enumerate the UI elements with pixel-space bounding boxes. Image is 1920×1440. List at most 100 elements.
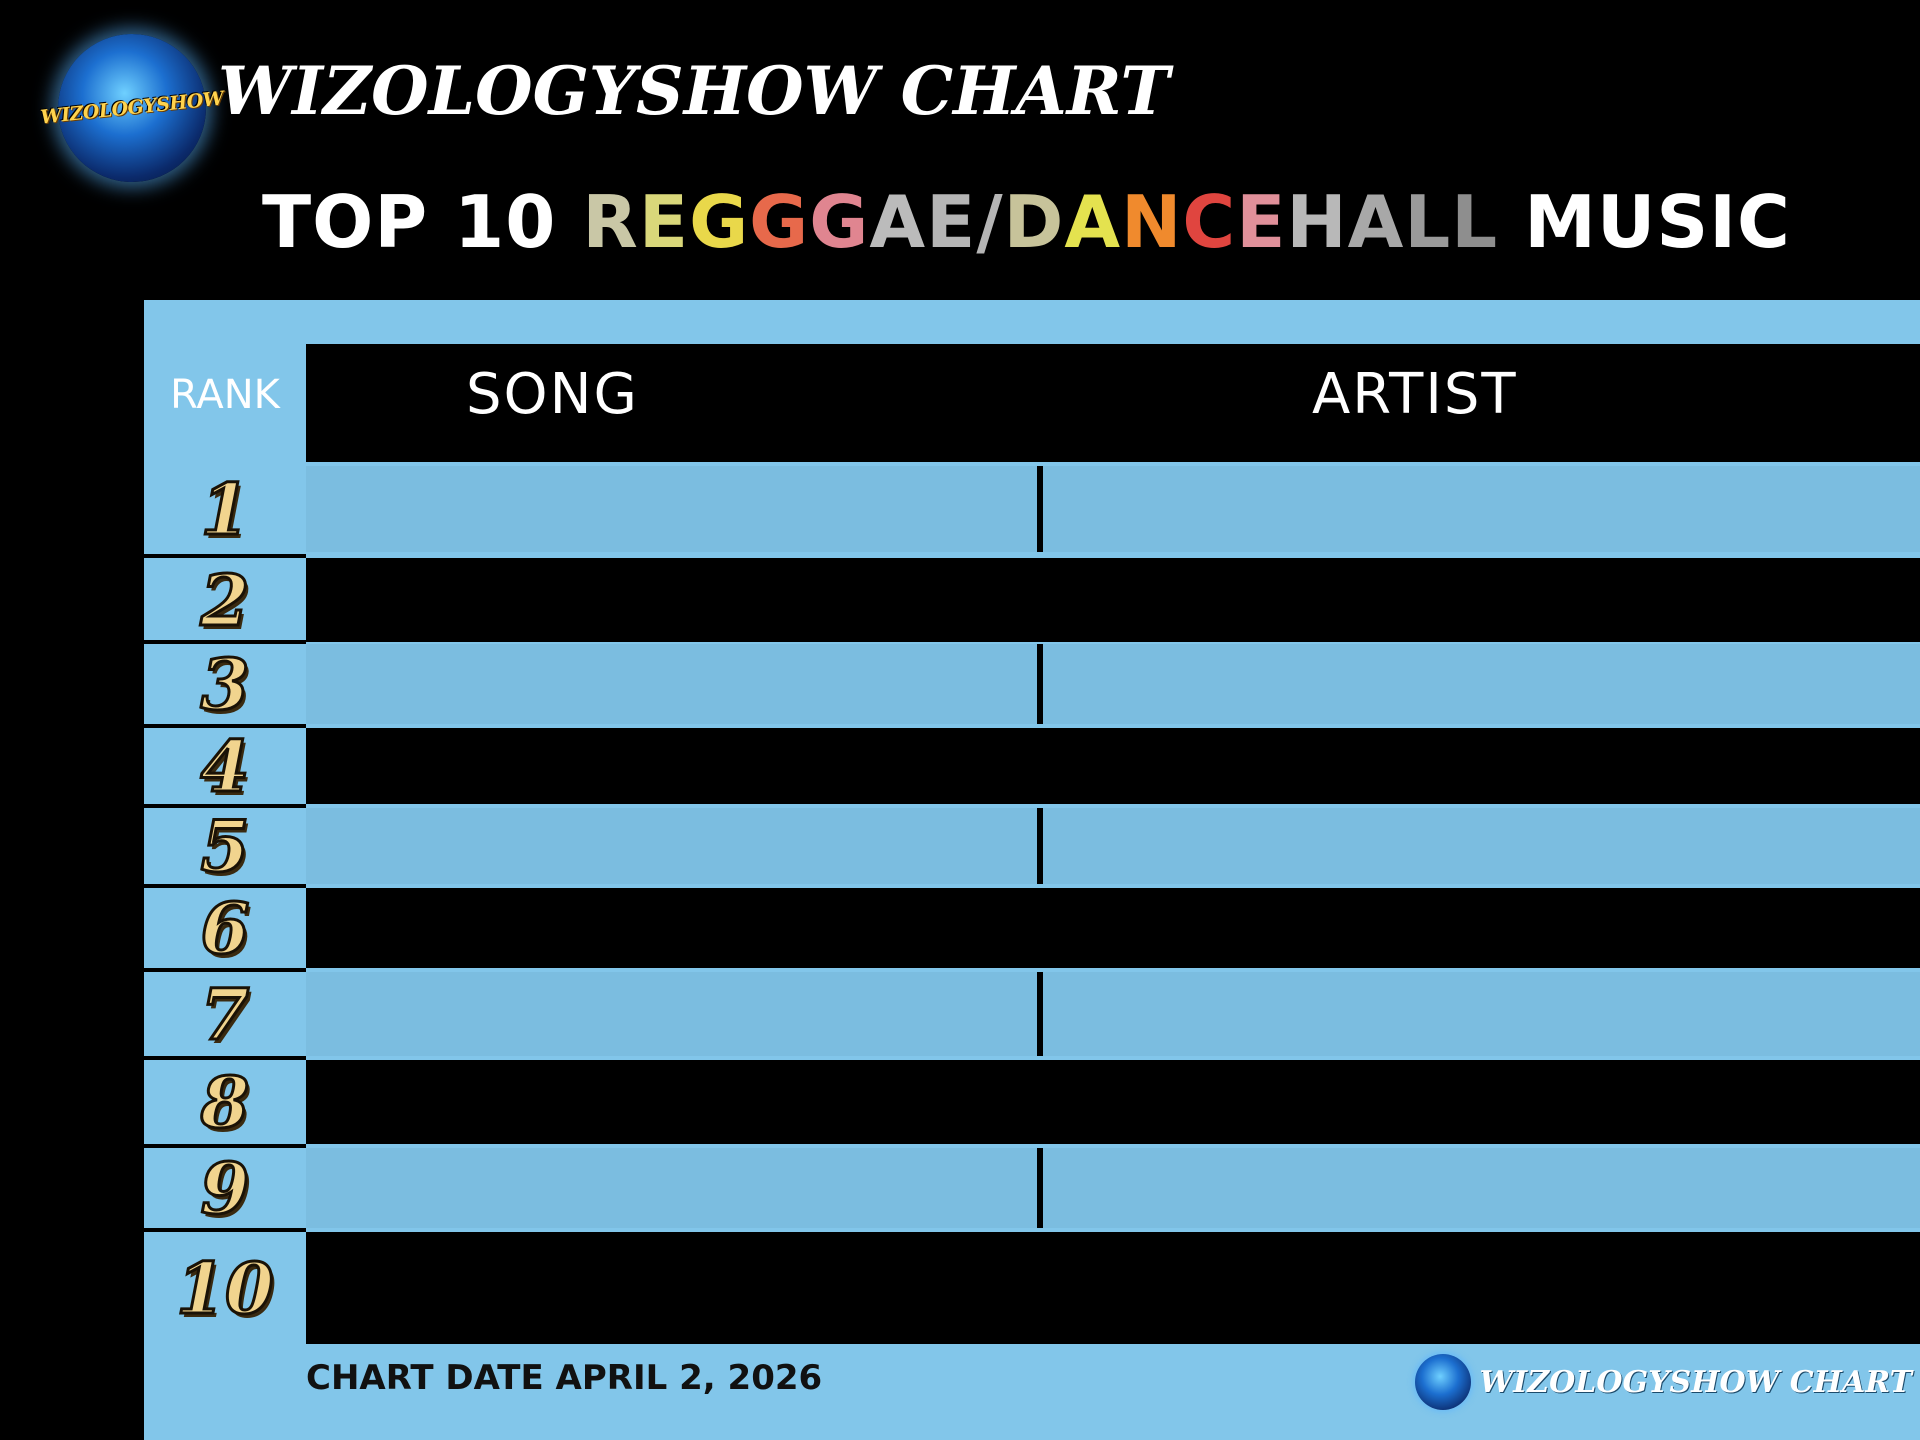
artist-cell [1043,558,1920,642]
rank-cell: 3 [144,641,306,727]
column-separator [1037,1232,1043,1344]
song-cell [306,558,1037,642]
artist-cell [1043,1148,1920,1228]
column-separator [1037,466,1043,552]
genre-letter: G [689,180,750,264]
brand-logo: WIZOLOGYSHOW [39,34,225,182]
rank-divider [144,724,306,728]
rank-number: 3 [199,641,251,727]
artist-cell [1043,808,1920,884]
column-separator [1037,728,1043,804]
artist-cell [1043,1232,1920,1344]
table-row: 1 [144,466,1920,552]
artist-cell [1043,888,1920,968]
table-row: 5 [144,803,1920,889]
table-row: 8 [144,1056,1920,1145]
song-cell [306,1232,1037,1344]
rank-divider [144,1056,306,1060]
logo-text: WIZOLOGYSHOW [39,87,225,129]
genre-letter: G [749,180,810,264]
chart-date: CHART DATE APRIL 2, 2026 [306,1358,823,1398]
song-cell [306,808,1037,884]
table-row: 7 [144,968,1920,1057]
genre-letter: L [1404,180,1452,264]
artist-cell [1043,1060,1920,1144]
rank-cell: 6 [144,885,306,971]
artist-cell [1043,972,1920,1056]
footer-brand: WIZOLOGYSHOW CHART [1415,1354,1912,1410]
rank-cell: 10 [144,1232,306,1344]
genre-letter: / [976,180,1004,264]
table-row: 9 [144,1144,1920,1231]
column-separator [1037,1148,1043,1228]
genre-letter: E [638,180,690,264]
genre-letter: A [1064,180,1122,264]
page-title: WIZOLOGYSHOW CHART [218,52,1170,130]
subtitle-genre: REGGGAE/DANCEHALL [582,180,1498,264]
rank-cell: 1 [144,466,306,552]
column-separator [1037,972,1043,1056]
song-column-header: SONG [466,362,639,427]
rank-divider [144,640,306,644]
rank-number: 10 [175,1245,275,1331]
rank-divider [144,804,306,808]
song-cell [306,1148,1037,1228]
rank-column-header: RANK [170,372,280,418]
artist-cell [1043,644,1920,724]
song-cell [306,1060,1037,1144]
table-row: 6 [144,884,1920,971]
rank-divider [144,884,306,888]
column-separator [1037,558,1043,642]
rank-cell: 2 [144,557,306,643]
rank-number: 6 [199,885,251,971]
table-row: 4 [144,723,1920,809]
song-cell [306,972,1037,1056]
rank-number: 5 [199,803,251,889]
rank-number: 2 [199,557,251,643]
column-separator [1037,644,1043,724]
chart-board: RANK SONG ARTIST 1 2 3 4 5 6 7 8 9 10 CHART DATE … [144,300,1920,1440]
rank-cell: 7 [144,971,306,1057]
rank-divider [144,1144,306,1148]
artist-cell [1043,466,1920,552]
table-row: 2 [144,554,1920,643]
chart-subtitle: TOP 10 REGGGAE/DANCEHALL MUSIC [262,180,1791,264]
genre-letter: H [1286,180,1348,264]
table-row: 3 [144,640,1920,727]
song-cell [306,466,1037,552]
artist-column-header: ARTIST [1312,362,1518,427]
table-header-row [306,344,1920,462]
genre-letter: E [1236,180,1287,264]
rank-cell: 9 [144,1145,306,1231]
rank-number: 8 [199,1059,251,1145]
genre-letter: G [809,180,870,264]
rank-cell: 4 [144,723,306,809]
genre-letter: E [926,180,977,264]
artist-cell [1043,728,1920,804]
song-cell [306,728,1037,804]
footer-brand-text: WIZOLOGYSHOW CHART [1479,1364,1912,1400]
subtitle-suffix: MUSIC [1498,180,1791,264]
genre-letter: D [1003,180,1065,264]
genre-letter: C [1182,180,1237,264]
rank-divider [144,968,306,972]
genre-letter: L [1451,180,1499,264]
table-row: 10 [144,1228,1920,1344]
genre-letter: R [582,180,639,264]
column-separator [1037,888,1043,968]
genre-letter: A [869,180,927,264]
column-separator [1037,1060,1043,1144]
rank-divider [144,1228,306,1232]
rank-number: 7 [199,971,251,1057]
column-separator [1037,808,1043,884]
rank-number: 4 [199,723,251,809]
subtitle-prefix: TOP 10 [262,180,583,264]
genre-letter: A [1347,180,1405,264]
genre-letter: N [1121,180,1183,264]
rank-cell: 5 [144,803,306,889]
rank-number: 1 [199,466,251,552]
rank-divider [144,554,306,558]
song-cell [306,888,1037,968]
rank-number: 9 [199,1145,251,1231]
rank-cell: 8 [144,1059,306,1145]
